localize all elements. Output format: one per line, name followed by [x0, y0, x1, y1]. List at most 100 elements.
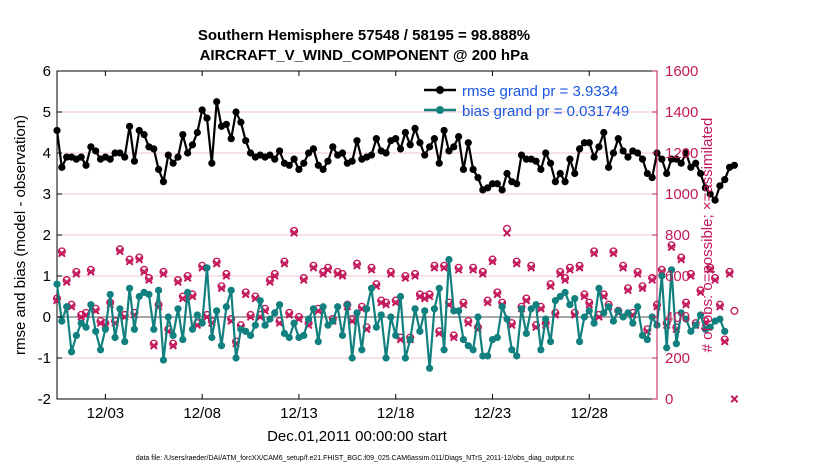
bias-point [290, 319, 298, 327]
rmse-point [682, 149, 690, 157]
obs-assimilated-point [125, 257, 134, 266]
obs-assimilated-point [469, 265, 478, 274]
rmse-point [125, 122, 134, 130]
rmse-point [121, 153, 129, 161]
rmse-point [135, 126, 143, 135]
rmse-point [503, 169, 511, 178]
bias-point [377, 311, 385, 319]
rmse-point [590, 153, 598, 161]
rmse-point [208, 159, 216, 167]
bias-point [469, 346, 477, 354]
bias-point [213, 307, 221, 315]
rmse-point [58, 163, 66, 171]
rmse-point [711, 196, 719, 204]
bias-point [537, 346, 545, 354]
rmse-point [87, 143, 95, 151]
obs-assimilated-point [575, 263, 584, 272]
rmse-point [193, 128, 201, 137]
rmse-point [614, 135, 622, 143]
bias-point [87, 301, 95, 309]
bias-point [217, 342, 226, 350]
rmse-point [188, 141, 197, 149]
obs-assimilated-point [212, 259, 221, 268]
bias-point [82, 323, 90, 331]
bias-point [609, 317, 618, 325]
rmse-point [416, 139, 424, 147]
rmse-point [82, 161, 90, 169]
bias-point [150, 325, 158, 333]
rmse-point [232, 108, 240, 116]
rmse-point [672, 155, 680, 163]
obs-assimilated-point [546, 282, 555, 291]
bias-point [106, 290, 114, 299]
bias-point [542, 315, 550, 323]
bias-point [96, 346, 105, 354]
rmse-point [392, 135, 400, 143]
bias-point [527, 305, 535, 313]
bias-point [135, 292, 143, 301]
rmse-point [319, 165, 327, 173]
obs-assimilated-point [420, 294, 429, 303]
bias-point [682, 315, 690, 323]
bias-point [72, 331, 80, 340]
obs-assimilated-point [682, 300, 690, 309]
rmse-point [450, 143, 458, 151]
obs-assimilated-point [585, 300, 594, 309]
bias-point [721, 327, 729, 335]
rmse-point [285, 161, 293, 169]
legend: rmse grand pr = 3.9334 bias grand pr = 0… [424, 83, 629, 120]
rmse-point [305, 149, 313, 157]
rmse-point [571, 169, 579, 178]
obs-assimilated-point [222, 272, 231, 280]
obs-assimilated-point [648, 276, 657, 285]
left-y-tick-label: -1 [38, 350, 51, 367]
obs-assimilated-point [290, 229, 299, 237]
bias-point [77, 319, 85, 327]
obs-assimilated-point [590, 249, 599, 258]
obs-assimilated-point [377, 298, 386, 307]
bias-point [561, 288, 569, 296]
bias-point [571, 294, 579, 303]
rmse-point [721, 176, 729, 184]
bias-point [324, 321, 332, 329]
rmse-point [566, 155, 574, 163]
bias-point [314, 338, 322, 346]
bias-point [382, 354, 390, 362]
rmse-point [464, 139, 472, 147]
rmse-point [430, 135, 439, 143]
bias-point [508, 346, 516, 354]
obs-assimilated-point [386, 270, 395, 278]
bias-point [266, 315, 274, 323]
rmse-point [605, 163, 613, 171]
obs-assimilated-point [706, 265, 715, 274]
rmse-point [556, 169, 564, 178]
rmse-point [634, 149, 642, 157]
bias-point [416, 327, 424, 335]
rmse-point [730, 161, 739, 169]
bias-point [174, 305, 182, 313]
bias-point [658, 272, 666, 280]
rmse-point [184, 149, 192, 157]
rmse-point [425, 143, 434, 151]
obs-assimilated-point [270, 272, 279, 280]
rmse-point [421, 151, 429, 159]
bias-point [421, 307, 429, 315]
obs-assimilated-point [299, 276, 308, 285]
rmse-point [445, 147, 453, 155]
obs-assimilated-point [401, 274, 410, 282]
left-y-tick-label: 0 [43, 309, 51, 326]
rmse-point [203, 114, 211, 122]
bias-point [575, 338, 584, 346]
y-axis-right-label: # of obs: o=possible; ×=assimilated [699, 118, 716, 353]
rmse-series-layer [53, 98, 739, 204]
obs-assimilated-point [338, 272, 347, 280]
rmse-point [242, 137, 250, 145]
bias-point [677, 309, 685, 317]
obs-assimilated-point [478, 270, 487, 278]
rmse-point [716, 182, 724, 190]
rmse-point [130, 157, 139, 165]
left-y-tick-label: 2 [43, 227, 51, 244]
obs-assimilated-point [382, 300, 390, 309]
bias-point [406, 335, 414, 344]
bias-point [517, 305, 526, 313]
